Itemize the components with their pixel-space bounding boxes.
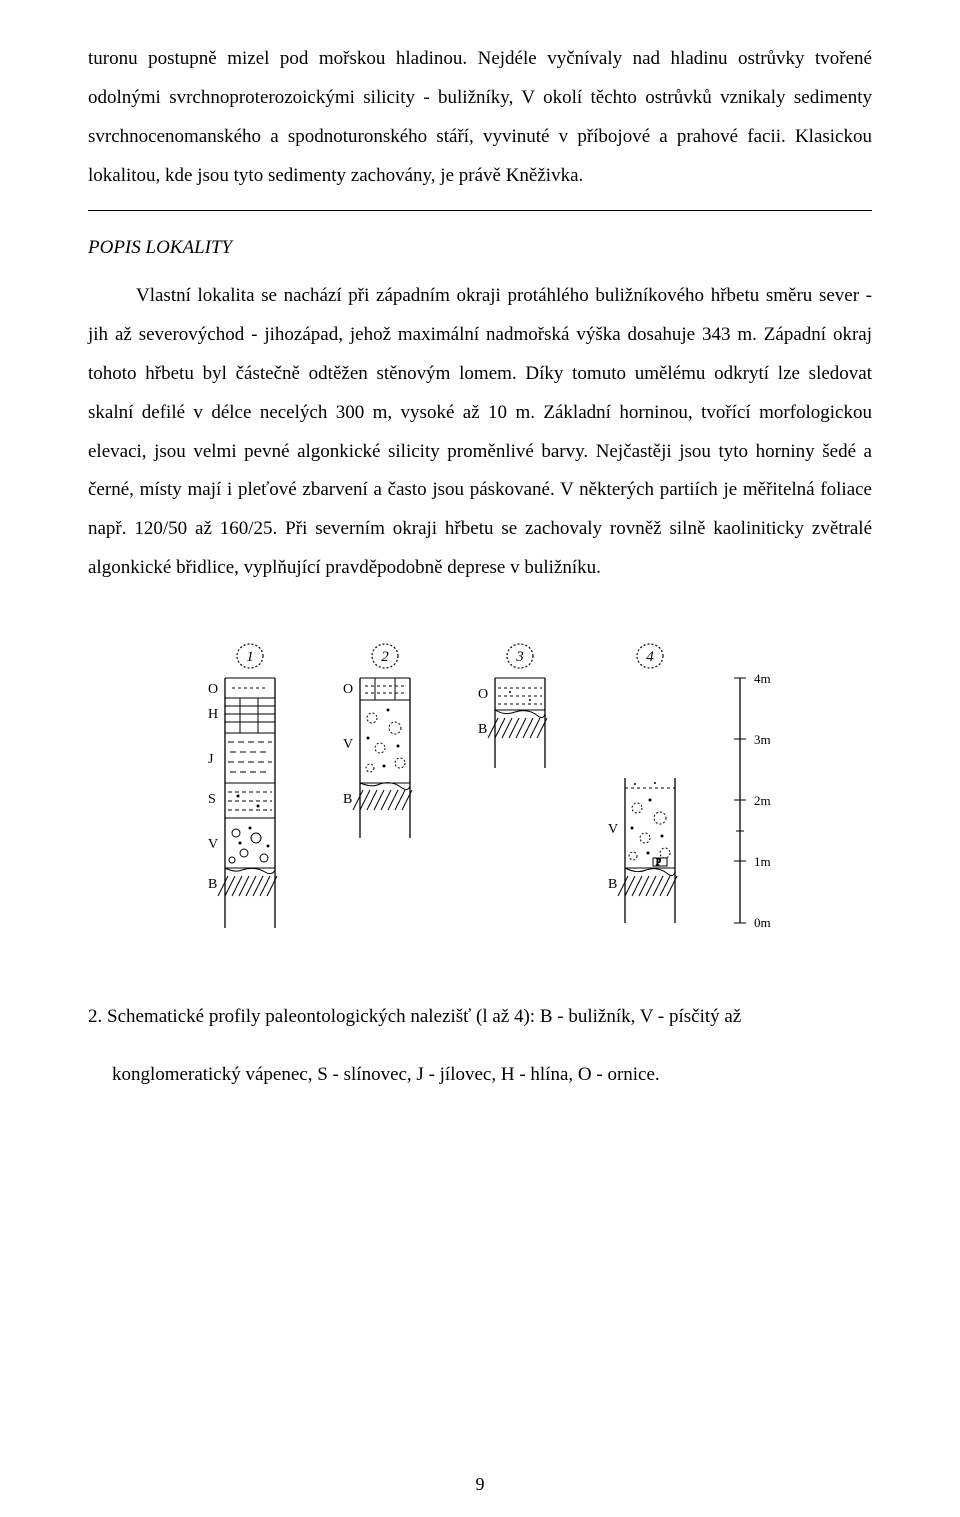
figure-caption-line2: konglomeratický vápenec, S - slínovec, J… — [88, 1056, 872, 1095]
svg-text:H: H — [208, 707, 218, 722]
svg-text:O: O — [208, 682, 218, 697]
intro-paragraph: turonu postupně mizel pod mořskou hladin… — [88, 40, 872, 196]
svg-text:1m: 1m — [754, 854, 771, 869]
description-paragraph: Vlastní lokalita se nachází při západním… — [88, 277, 872, 589]
svg-text:B: B — [478, 722, 487, 737]
svg-text:J: J — [208, 752, 214, 767]
svg-text:4: 4 — [646, 649, 654, 665]
svg-text:O: O — [478, 687, 488, 702]
svg-text:2: 2 — [381, 649, 389, 665]
svg-text:3m: 3m — [754, 732, 771, 747]
svg-text:V: V — [208, 837, 218, 852]
svg-text:S: S — [208, 792, 216, 807]
page: turonu postupně mizel pod mořskou hladin… — [0, 0, 960, 1517]
svg-text:V: V — [608, 822, 618, 837]
svg-text:4m: 4m — [754, 671, 771, 686]
svg-text:2m: 2m — [754, 793, 771, 808]
figure-scale-bar: 4m 3m 2m 1m 0m — [734, 671, 771, 930]
figure-stratigraphic-profiles: 1 — [88, 638, 872, 958]
svg-text:B: B — [608, 877, 617, 892]
figure-caption-line1: 2. Schematické profily paleontologických… — [88, 998, 872, 1037]
profile-column-2: 2 — [343, 644, 412, 838]
profile-column-1: 1 — [208, 644, 277, 928]
svg-text:V: V — [343, 737, 353, 752]
svg-text:3: 3 — [515, 649, 524, 665]
profile-column-4: 4 — [608, 644, 677, 923]
page-number: 9 — [0, 1474, 960, 1495]
svg-text:B: B — [343, 792, 352, 807]
horizontal-rule — [88, 210, 872, 211]
svg-text:P: P — [656, 857, 661, 867]
svg-text:O: O — [343, 682, 353, 697]
column-number: 1 — [246, 649, 254, 665]
profile-column-3: 3 — [478, 644, 547, 768]
section-title: POPIS LOKALITY — [88, 237, 872, 259]
svg-text:B: B — [208, 877, 217, 892]
svg-text:0m: 0m — [754, 915, 771, 930]
